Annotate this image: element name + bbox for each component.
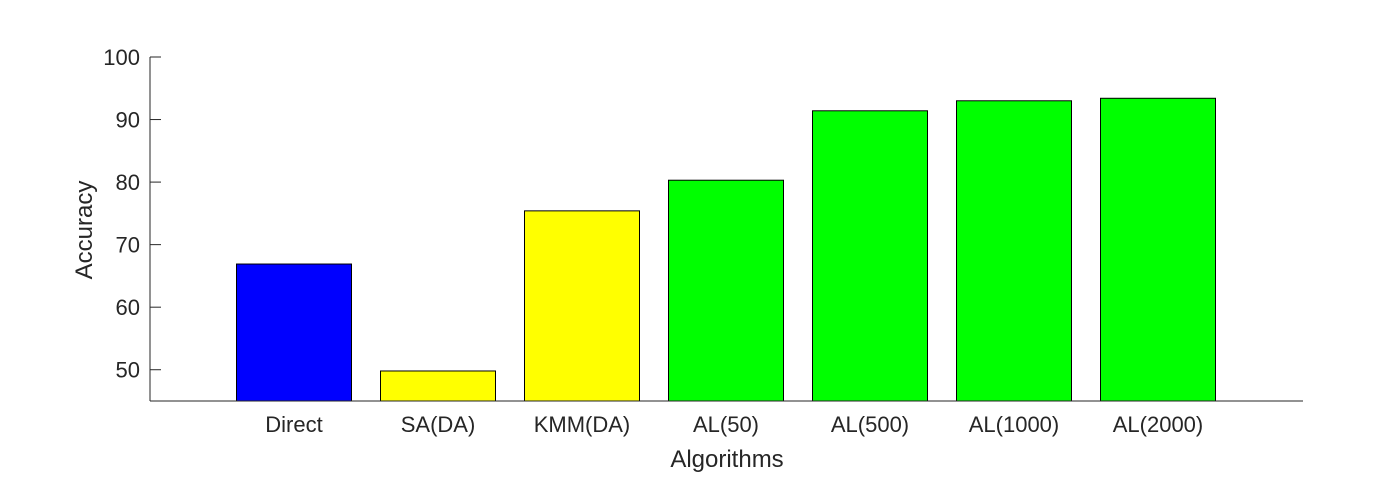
x-tick-label: SA(DA) (401, 412, 476, 437)
y-tick-label: 70 (116, 233, 140, 258)
bar-sa-da (380, 370, 496, 402)
y-tick-label: 60 (116, 295, 140, 320)
bar-al-500 (812, 110, 928, 402)
y-axis-title: Accuracy (71, 181, 98, 280)
bar-al-50 (668, 179, 784, 402)
y-tick-label: 50 (116, 358, 140, 383)
x-tick-label: AL(2000) (1113, 412, 1204, 437)
bar-al-2000 (1100, 97, 1216, 402)
bars-layer (236, 97, 1216, 402)
bar-direct (236, 263, 352, 402)
y-tick-label: 100 (103, 45, 140, 70)
y-tick-label: 90 (116, 108, 140, 133)
x-tick-label: AL(1000) (969, 412, 1060, 437)
y-tick-label: 80 (116, 170, 140, 195)
x-tick-label: KMM(DA) (534, 412, 631, 437)
x-ticks: Direct SA(DA) KMM(DA) AL(50) AL(500) AL(1000)… (265, 412, 1203, 437)
bar-kmm-da (524, 210, 640, 402)
x-axis-title: Algorithms (670, 446, 783, 473)
axes-layer (149, 57, 1303, 402)
x-tick-label: Direct (265, 412, 322, 437)
y-ticks: 50 60 70 80 90 100 (103, 45, 161, 383)
bar-al-1000 (956, 100, 1072, 402)
x-tick-label: AL(500) (831, 412, 909, 437)
x-tick-label: AL(50) (693, 412, 759, 437)
